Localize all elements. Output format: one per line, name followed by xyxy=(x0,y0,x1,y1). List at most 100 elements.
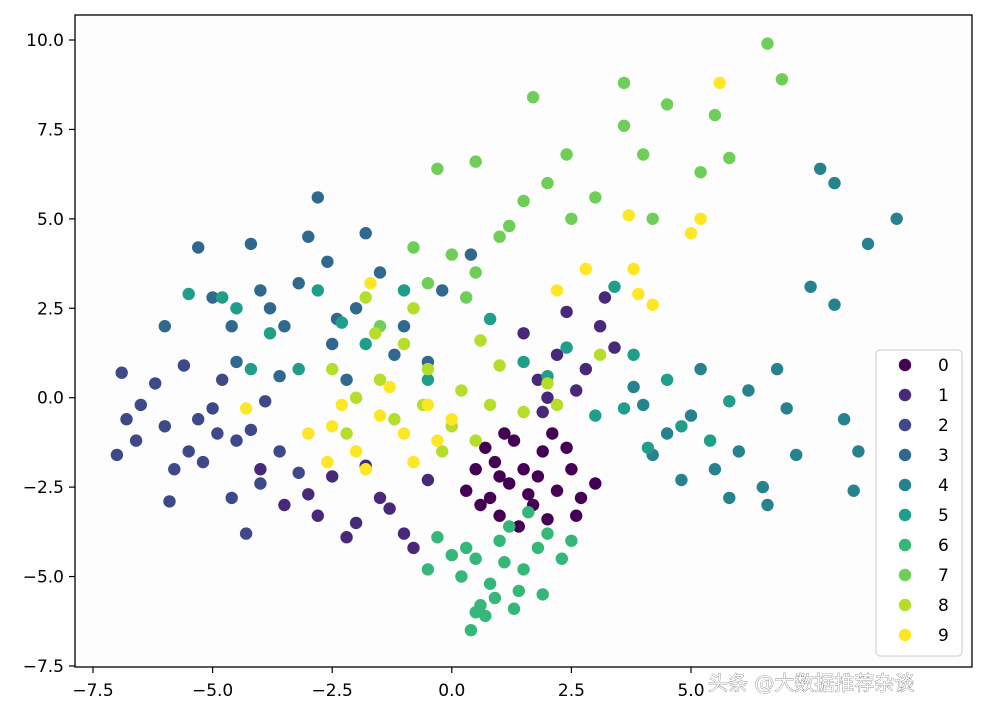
scatter-point-series-1 xyxy=(407,541,420,555)
scatter-point-series-3 xyxy=(321,255,334,268)
scatter-point-series-1 xyxy=(598,291,612,304)
scatter-point-series-2 xyxy=(182,445,195,458)
scatter-point-series-8 xyxy=(369,327,382,340)
scatter-point-series-2 xyxy=(292,466,305,479)
scatter-point-series-8 xyxy=(407,302,420,315)
scatter-point-series-8 xyxy=(593,348,607,361)
scatter-point-series-1 xyxy=(383,502,396,515)
scatter-point-series-0 xyxy=(550,484,564,497)
scatter-point-series-1 xyxy=(570,384,583,397)
scatter-point-series-8 xyxy=(474,334,487,347)
scatter-point-series-9 xyxy=(349,445,363,458)
scatter-point-series-4 xyxy=(684,409,698,422)
scatter-point-series-0 xyxy=(536,445,549,458)
scatter-point-series-8 xyxy=(397,337,411,351)
scatter-point-series-7 xyxy=(469,266,482,279)
scatter-point-series-0 xyxy=(483,491,497,505)
scatter-point-series-2 xyxy=(196,455,210,469)
scatter-point-series-6 xyxy=(469,552,482,565)
scatter-point-series-7 xyxy=(723,151,736,165)
watermark-text: 头条 @大数据推荐杂谈 xyxy=(708,671,914,695)
scatter-point-series-6 xyxy=(431,531,444,544)
legend-marker-6 xyxy=(898,538,912,552)
x-tick-label: −2.5 xyxy=(312,681,353,701)
x-tick-label: 5.0 xyxy=(677,681,704,701)
scatter-point-series-6 xyxy=(479,609,492,623)
scatter-point-series-6 xyxy=(460,541,473,555)
scatter-point-series-0 xyxy=(517,463,530,476)
scatter-point-series-3 xyxy=(373,266,387,279)
scatter-point-series-3 xyxy=(273,370,286,383)
scatter-point-series-5 xyxy=(641,441,655,454)
scatter-point-series-9 xyxy=(321,455,334,469)
scatter-point-series-5 xyxy=(660,373,674,386)
scatter-point-series-6 xyxy=(493,534,506,547)
scatter-point-series-4 xyxy=(694,362,707,376)
scatter-point-series-6 xyxy=(541,527,554,540)
scatter-point-series-0 xyxy=(503,477,516,490)
scatter-point-series-4 xyxy=(723,491,736,505)
scatter-point-series-1 xyxy=(278,498,291,512)
x-tick-label: 0.0 xyxy=(438,681,465,701)
scatter-point-series-5 xyxy=(263,327,277,340)
scatter-point-series-7 xyxy=(646,212,659,225)
scatter-point-series-1 xyxy=(593,320,607,333)
legend: 0 1 2 3 4 5 6 7 8 9 xyxy=(875,349,963,657)
scatter-point-series-0 xyxy=(560,441,573,454)
scatter-point-series-9 xyxy=(421,398,435,412)
scatter-point-series-3 xyxy=(192,241,205,254)
scatter-point-series-2 xyxy=(216,373,229,386)
scatter-point-series-9 xyxy=(684,227,698,240)
scatter-point-series-2 xyxy=(206,402,219,415)
scatter-point-series-5 xyxy=(483,312,497,326)
scatter-point-series-9 xyxy=(579,262,592,276)
scatter-point-series-3 xyxy=(464,248,478,261)
scatter-point-series-0 xyxy=(565,463,578,476)
scatter-point-series-9 xyxy=(445,413,458,426)
scatter-point-series-5 xyxy=(335,316,348,329)
scatter-point-series-6 xyxy=(565,534,578,547)
scatter-point-series-8 xyxy=(455,384,468,397)
scatter-point-series-9 xyxy=(326,420,339,433)
scatter-point-series-7 xyxy=(503,219,516,233)
scatter-point-series-9 xyxy=(713,76,726,90)
scatter-point-series-7 xyxy=(407,241,420,254)
scatter-point-series-5 xyxy=(589,409,602,422)
scatter-point-series-2 xyxy=(244,423,258,437)
legend-marker-9 xyxy=(898,628,912,642)
scatter-point-series-0 xyxy=(546,427,559,440)
scatter-point-series-2 xyxy=(110,448,124,462)
scatter-point-series-2 xyxy=(230,434,243,447)
scatter-point-series-0 xyxy=(531,470,545,483)
scatter-point-series-1 xyxy=(517,327,530,340)
scatter-point-series-7 xyxy=(526,91,540,104)
scatter-point-series-6 xyxy=(445,548,458,562)
scatter-point-series-3 xyxy=(158,320,171,333)
y-tick-label: −2.5 xyxy=(23,478,64,498)
legend-box xyxy=(875,349,963,657)
scatter-point-series-8 xyxy=(541,377,554,390)
scatter-point-series-1 xyxy=(349,516,363,530)
scatter-point-series-0 xyxy=(469,463,482,476)
scatter-point-series-5 xyxy=(216,291,229,304)
scatter-point-series-7 xyxy=(660,98,674,111)
scatter-point-series-1 xyxy=(421,473,435,487)
scatter-point-series-1 xyxy=(326,470,339,483)
plot-area xyxy=(74,14,973,668)
legend-marker-2 xyxy=(898,418,912,432)
scatter-point-series-7 xyxy=(589,191,602,204)
scatter-point-series-1 xyxy=(340,531,353,544)
scatter-point-series-6 xyxy=(555,552,568,565)
scatter-point-series-9 xyxy=(694,212,707,225)
scatter-point-series-8 xyxy=(349,391,363,404)
scatter-point-series-2 xyxy=(163,495,176,508)
scatter-point-series-7 xyxy=(460,291,473,304)
scatter-point-series-0 xyxy=(507,434,521,447)
scatter-point-series-2 xyxy=(225,491,238,505)
y-tick-label: 5.0 xyxy=(37,210,64,230)
scatter-point-series-1 xyxy=(311,509,324,522)
scatter-point-series-3 xyxy=(326,337,339,351)
scatter-point-series-9 xyxy=(335,398,348,412)
scatter-point-series-6 xyxy=(517,563,530,576)
scatter-point-series-9 xyxy=(359,463,372,476)
